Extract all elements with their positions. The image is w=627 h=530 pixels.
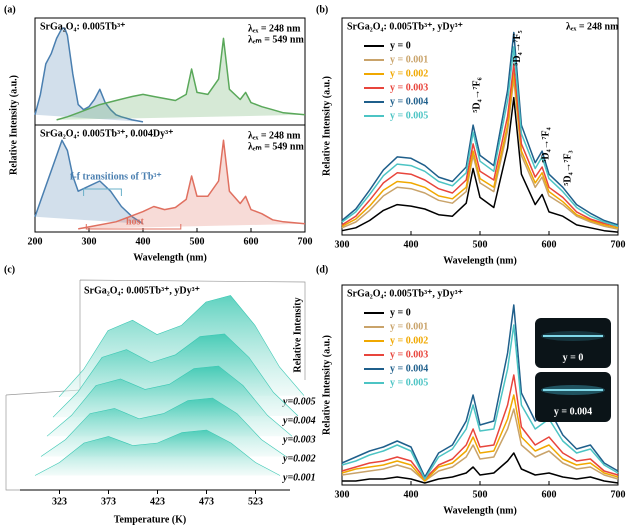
series-line [341, 31, 619, 226]
x-tick-label: 500 [473, 239, 488, 250]
chart-title: SrGa₂O₄: 0.005Tb³⁺ [40, 21, 125, 32]
y-axis-title: Relative Intensity (a.u.) [8, 75, 19, 175]
y-axis-title: Relative Intensity (a.u.) [321, 76, 332, 176]
series-line [341, 96, 619, 233]
annotation: λₑₓ = 248 nm [566, 21, 619, 32]
panel-label: (d) [316, 264, 328, 275]
legend-label: y = 0.003 [390, 82, 428, 93]
x-tick-label: 400 [404, 239, 419, 250]
x-axis-title: Wavelength (nm) [133, 252, 207, 263]
bracket [85, 224, 182, 230]
panel-label: (a) [4, 4, 16, 15]
chart-title: SrGa₂O₄: 0.005Tb³⁺, 0.004Dy³⁺ [40, 128, 173, 139]
chart-title: SrGa₂O₄: 0.005Tb³⁺, yDy³⁺ [84, 285, 200, 296]
legend-label: y = 0.003 [390, 349, 428, 360]
x-tick-label: 500 [190, 236, 205, 247]
series-line [341, 408, 619, 482]
series-line [341, 374, 619, 480]
legend-label: y = 0.005 [390, 377, 428, 388]
x-tick-label: 523 [248, 496, 263, 507]
series-line [341, 46, 619, 228]
x-tick-label: 200 [28, 236, 43, 247]
x-tick-label: 700 [611, 239, 626, 250]
legend-label: y = 0.004 [390, 363, 428, 374]
legend-label: y = 0.002 [390, 68, 428, 79]
series-line [341, 304, 619, 478]
x-axis-title: Wavelength (nm) [443, 505, 517, 516]
inset-photo [535, 372, 611, 422]
transition-label: ⁵D₄→⁷F₅ [512, 30, 523, 65]
transition-label: ⁵D₄→⁷F₆ [471, 77, 482, 112]
transition-label: ⁵D₄→⁷F₄ [540, 127, 551, 162]
x-tick-label: 423 [150, 496, 165, 507]
legend-label: y = 0 [390, 40, 411, 51]
x-tick-label: 600 [542, 489, 557, 500]
series-label: y=0.003 [282, 434, 316, 445]
annotation: host [126, 216, 144, 227]
chart-title: SrGa₂O₄: 0.005Tb³⁺, yDy³⁺ [347, 288, 463, 299]
box-frame [5, 279, 306, 491]
x-tick-label: 600 [542, 239, 557, 250]
x-tick-label: 400 [136, 236, 151, 247]
transition-label: ⁵D₄→⁷F₃ [562, 150, 573, 185]
annotation: λₑₓ = 248 nm [248, 130, 301, 141]
x-tick-label: 600 [244, 236, 259, 247]
series-line [341, 394, 619, 482]
inset-photo [535, 318, 611, 368]
series-label: y=0.001 [282, 472, 316, 483]
series-line [34, 139, 144, 225]
series-line [56, 37, 306, 121]
x-tick-label: 323 [52, 496, 67, 507]
series-line [341, 63, 619, 228]
x-tick-label: 300 [335, 489, 350, 500]
x-tick-label: 373 [101, 496, 116, 507]
legend-label: y = 0.002 [390, 335, 428, 346]
x-tick-label: 300 [335, 239, 350, 250]
waterfall-area [34, 429, 281, 476]
series-label: y=0.004 [282, 415, 316, 426]
x-tick-label: 400 [404, 489, 419, 500]
series-label: y=0.005 [282, 396, 316, 407]
chart-title: SrGa₂O₄: 0.005Tb³⁺, yDy³⁺ [347, 21, 463, 32]
bracket [83, 188, 122, 196]
x-tick-label: 300 [82, 236, 97, 247]
panel-label: (c) [4, 264, 15, 275]
series-line [341, 324, 619, 480]
series-line [78, 139, 306, 230]
legend-label: y = 0.001 [390, 54, 428, 65]
legend-label: y = 0.005 [390, 110, 428, 121]
series-line [34, 27, 144, 123]
panel-label: (b) [316, 4, 328, 15]
series-line [341, 72, 619, 229]
plot-frame [341, 17, 619, 236]
annotation: λₑₘ = 549 nm [248, 141, 304, 152]
legend-label: y = 0 [390, 307, 411, 318]
annotation: λₑₓ = 248 nm [248, 23, 301, 34]
legend-label: y = 0.004 [390, 96, 428, 107]
x-tick-label: 473 [199, 496, 214, 507]
annotation: f-f transitions of Tb³⁺ [70, 171, 162, 182]
x-axis-title: Wavelength (nm) [443, 255, 517, 266]
x-tick-label: 700 [298, 236, 313, 247]
x-tick-label: 700 [611, 489, 626, 500]
plot-frame [34, 124, 306, 233]
legend-label: y = 0.001 [390, 321, 428, 332]
inset-label: y = 0 [563, 352, 584, 363]
annotation: λₑₘ = 549 nm [248, 34, 304, 45]
series-line [342, 452, 619, 484]
inset-label: y = 0.004 [554, 406, 592, 417]
series-line [341, 78, 619, 230]
x-axis-title: Temperature (K) [114, 514, 187, 525]
series-label: y=0.002 [282, 453, 316, 464]
y-axis-title: Relative Intensity (a.u.) [321, 335, 332, 435]
z-axis-title: Relative Intensity [292, 297, 303, 372]
x-tick-label: 500 [473, 489, 488, 500]
